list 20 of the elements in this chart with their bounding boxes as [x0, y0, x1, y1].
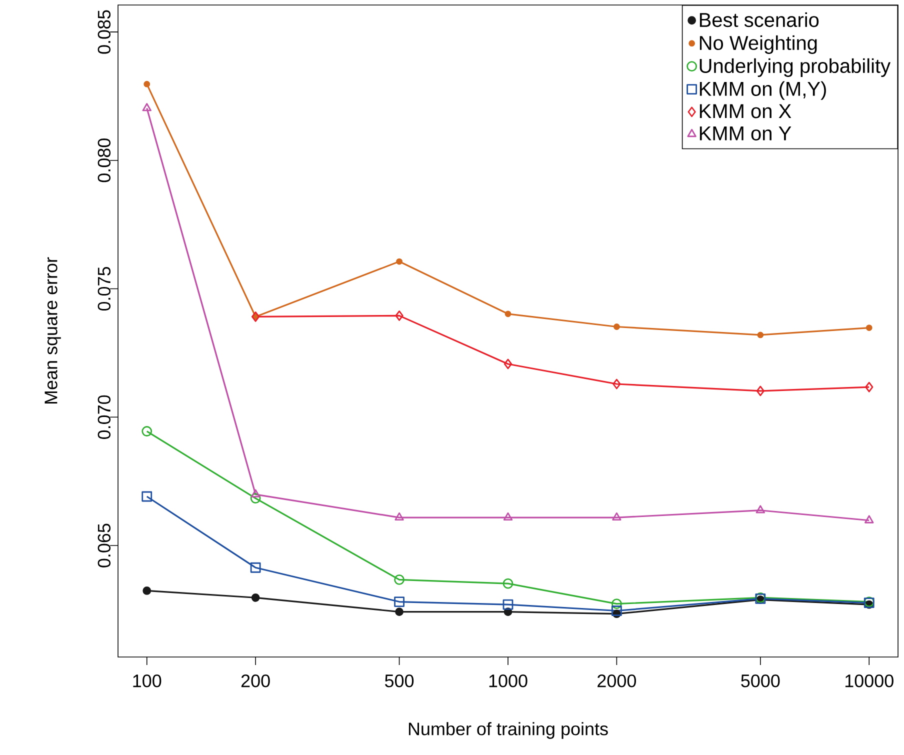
- y-tick-label: 0.075: [98, 266, 111, 311]
- legend-label: KMM on Y: [700, 126, 792, 140]
- legend-label: KMM on X: [700, 104, 792, 118]
- legend-label: Underlying probability: [700, 58, 891, 77]
- y-axis-title: Mean square error: [44, 257, 61, 404]
- x-tick-label: 200: [241, 674, 270, 688]
- y-tick-label: 0.085: [98, 10, 111, 54]
- x-tick-label: 500: [384, 674, 414, 688]
- legend-label: Best scenario: [700, 12, 819, 28]
- x-tick-label: 5000: [741, 674, 780, 688]
- x-tick-label: 100: [133, 674, 162, 688]
- x-axis-title: Number of training points: [408, 722, 608, 739]
- legend-label: No Weighting: [700, 35, 817, 54]
- y-tick-label: 0.080: [98, 138, 111, 182]
- legend-label: KMM on (M,Y): [700, 81, 826, 100]
- y-tick-label: 0.065: [98, 524, 111, 568]
- x-tick-label: 2000: [598, 674, 636, 688]
- y-tick-label: 0.070: [98, 395, 111, 439]
- x-tick-label: 10000: [845, 674, 894, 688]
- x-tick-label: 1000: [489, 674, 528, 688]
